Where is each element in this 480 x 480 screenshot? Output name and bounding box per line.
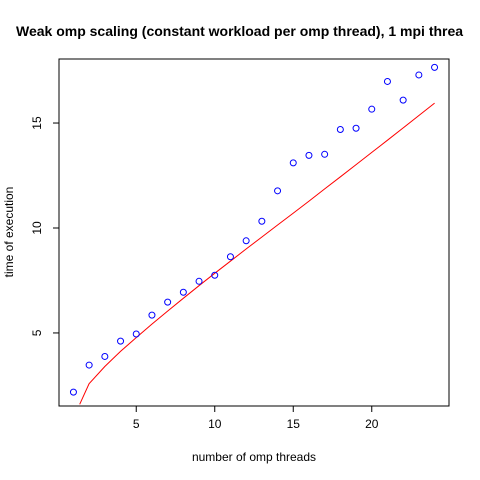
points-layer: [69, 63, 439, 396]
x-axis: 5 10 15 20: [133, 406, 379, 431]
y-tick-label: 10: [30, 221, 44, 235]
data-point: [431, 63, 439, 71]
fit-line-layer: [79, 102, 435, 405]
data-point: [179, 288, 187, 296]
x-tick-label: 10: [208, 417, 222, 431]
data-point: [352, 124, 360, 132]
data-point: [195, 277, 203, 285]
chart-title: Weak omp scaling (constant workload per …: [16, 23, 463, 39]
data-point: [242, 237, 250, 245]
x-axis-label: number of omp threads: [192, 450, 316, 464]
data-point: [399, 96, 407, 104]
data-point: [383, 77, 391, 85]
x-tick-label: 5: [133, 417, 140, 431]
y-axis-label: time of execution: [2, 187, 16, 278]
fit-line: [79, 102, 435, 405]
data-point: [85, 361, 93, 369]
plot-frame: [58, 58, 450, 407]
x-tick-label: 15: [287, 417, 301, 431]
x-tick-label: 20: [365, 417, 379, 431]
data-point: [132, 330, 140, 338]
data-point: [211, 271, 219, 279]
data-point: [226, 253, 234, 261]
data-point: [415, 71, 423, 79]
data-point: [258, 217, 266, 225]
data-point: [274, 187, 282, 195]
y-axis: 5 10 15: [30, 116, 59, 336]
data-point: [164, 298, 172, 306]
y-tick-label: 15: [30, 116, 44, 130]
data-point: [69, 388, 77, 396]
data-point: [305, 151, 313, 159]
y-tick-label: 5: [30, 329, 44, 336]
data-point: [117, 337, 125, 345]
data-point: [101, 352, 109, 360]
data-point: [289, 159, 297, 167]
data-point: [148, 311, 156, 319]
data-point: [368, 105, 376, 113]
data-point: [321, 150, 329, 158]
data-point: [336, 126, 344, 134]
